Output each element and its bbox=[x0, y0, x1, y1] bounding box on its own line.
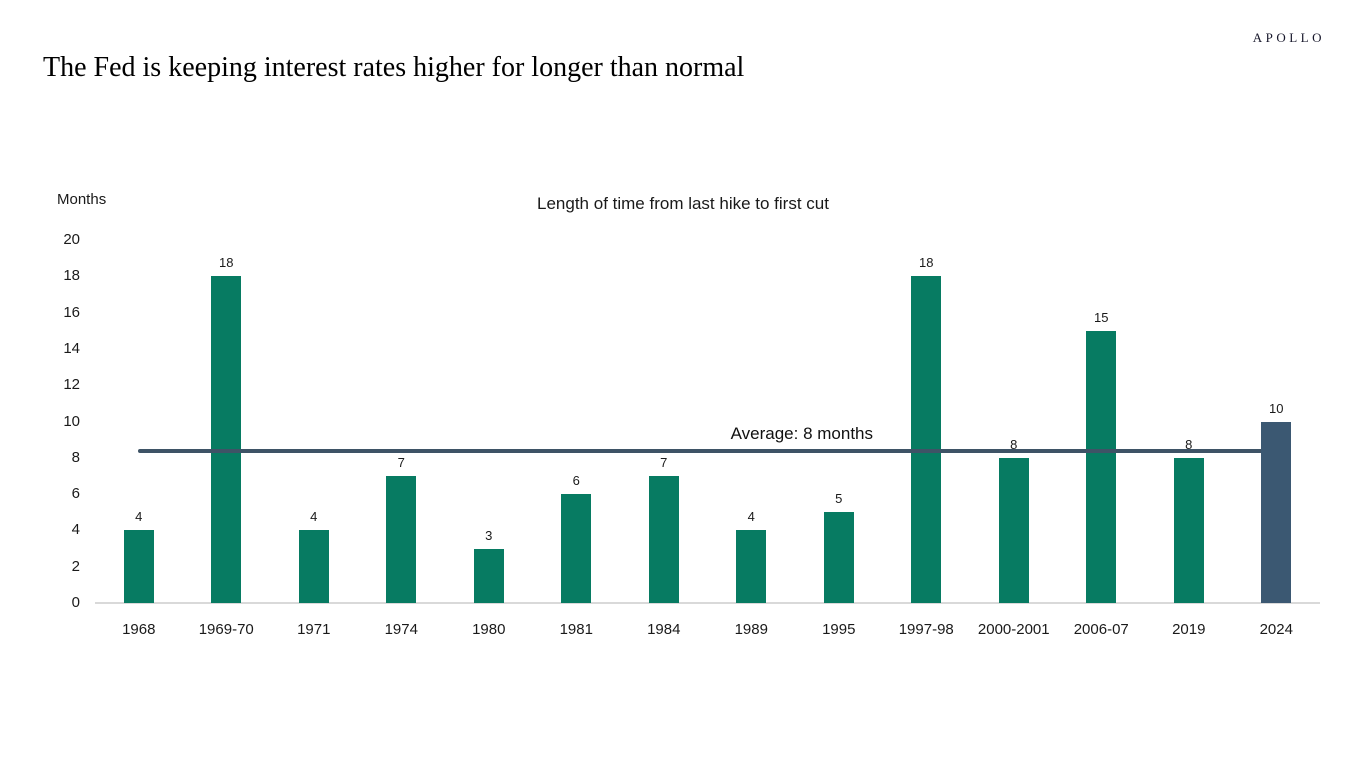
bar-value-label: 4 bbox=[135, 509, 143, 525]
bar-value-label: 4 bbox=[747, 509, 755, 525]
y-axis-title: Months bbox=[57, 191, 107, 208]
y-axis-tick: 18 bbox=[63, 267, 80, 285]
x-axis-label: 2006-07 bbox=[1073, 621, 1129, 638]
bar bbox=[1173, 457, 1204, 603]
bar-slot: 8 2000-2001 bbox=[970, 240, 1058, 638]
bar bbox=[123, 530, 154, 603]
plot-area: 4 1968 18 1969-70 4 1971 7 1974 3 1980 6 1981 7 1984 4… bbox=[95, 240, 1321, 639]
x-axis-label: 1969-70 bbox=[198, 621, 254, 638]
bar bbox=[1086, 330, 1117, 603]
bar-slot: 6 1981 bbox=[533, 240, 621, 638]
x-axis-label: 1984 bbox=[647, 621, 681, 638]
y-axis-tick: 16 bbox=[63, 303, 80, 321]
x-axis-label: 1981 bbox=[559, 621, 593, 638]
bar bbox=[911, 276, 942, 603]
y-axis-tick: 8 bbox=[71, 448, 80, 466]
bar-slot: 7 1974 bbox=[358, 240, 446, 638]
bar-slot: 18 1997-98 bbox=[883, 240, 971, 638]
bar-slot: 4 1971 bbox=[270, 240, 358, 638]
bar bbox=[473, 548, 504, 603]
bar-value-label: 8 bbox=[1010, 436, 1018, 452]
x-axis-line bbox=[95, 602, 1320, 604]
x-axis-label: 1989 bbox=[734, 621, 768, 638]
average-line-label: Average: 8 months bbox=[730, 424, 873, 444]
bar-value-label: 6 bbox=[572, 473, 580, 489]
bar-slot: 3 1980 bbox=[445, 240, 533, 638]
bar-highlighted bbox=[1261, 421, 1292, 603]
bar-value-label: 18 bbox=[919, 255, 934, 271]
bar-value-label: 7 bbox=[397, 454, 405, 470]
chart-title: Length of time from last hike to first c… bbox=[537, 194, 829, 213]
bar-slot: 5 1995 bbox=[795, 240, 883, 638]
bar bbox=[736, 530, 767, 603]
bar bbox=[998, 457, 1029, 603]
y-axis-tick: 6 bbox=[71, 485, 80, 503]
y-axis-tick: 0 bbox=[71, 594, 80, 611]
bar-slot: 4 1968 bbox=[95, 240, 183, 638]
bar-slot: 7 1984 bbox=[620, 240, 708, 638]
bar-series: 4 1968 18 1969-70 4 1971 7 1974 3 1980 6 1981 7 1984 4… bbox=[95, 240, 1321, 639]
bar-slot: 4 1989 bbox=[708, 240, 796, 638]
y-axis-tick: 4 bbox=[71, 521, 80, 539]
x-axis-label: 1974 bbox=[384, 621, 418, 638]
average-line bbox=[138, 449, 1291, 454]
bar-slot: 18 1969-70 bbox=[183, 240, 271, 638]
y-axis-tick: 12 bbox=[63, 376, 80, 394]
y-axis-tick: 20 bbox=[63, 231, 80, 248]
x-axis-label: 2019 bbox=[1172, 621, 1206, 638]
x-axis-label: 2000-2001 bbox=[977, 621, 1050, 638]
y-axis-tick: 10 bbox=[63, 412, 80, 430]
bar bbox=[298, 530, 329, 603]
bar bbox=[823, 512, 854, 603]
bar-value-label: 18 bbox=[219, 255, 234, 271]
bar-value-label: 15 bbox=[1094, 309, 1109, 325]
y-axis-tick: 2 bbox=[71, 557, 80, 575]
bar-value-label: 3 bbox=[485, 527, 493, 543]
x-axis-label: 1980 bbox=[472, 621, 506, 638]
bar-value-label: 7 bbox=[660, 454, 668, 470]
y-axis-tick: 14 bbox=[63, 339, 80, 357]
bar-slot: 10 2024 bbox=[1233, 240, 1321, 639]
apollo-logo: APOLLO bbox=[1252, 30, 1325, 45]
bar-value-label: 5 bbox=[835, 491, 843, 507]
bar bbox=[211, 276, 242, 603]
y-axis: 0 2 4 6 8 10 12 14 16 18 20 bbox=[40, 231, 80, 611]
x-axis-label: 1995 bbox=[822, 621, 856, 638]
bar-value-label: 4 bbox=[310, 509, 318, 525]
bar-slot: 15 2006-07 bbox=[1058, 240, 1146, 638]
bar bbox=[561, 494, 592, 603]
x-axis-label: 1997-98 bbox=[898, 621, 954, 638]
x-axis-label: 1971 bbox=[297, 621, 331, 638]
bar bbox=[386, 475, 417, 603]
bar-slot: 8 2019 bbox=[1145, 240, 1233, 638]
x-axis-label: 2024 bbox=[1259, 621, 1293, 638]
bar bbox=[648, 475, 679, 603]
x-axis-label: 1968 bbox=[122, 621, 156, 638]
bar-value-label: 10 bbox=[1269, 400, 1284, 416]
bar-value-label: 8 bbox=[1185, 436, 1193, 452]
page-title: The Fed is keeping interest rates higher… bbox=[43, 52, 745, 83]
